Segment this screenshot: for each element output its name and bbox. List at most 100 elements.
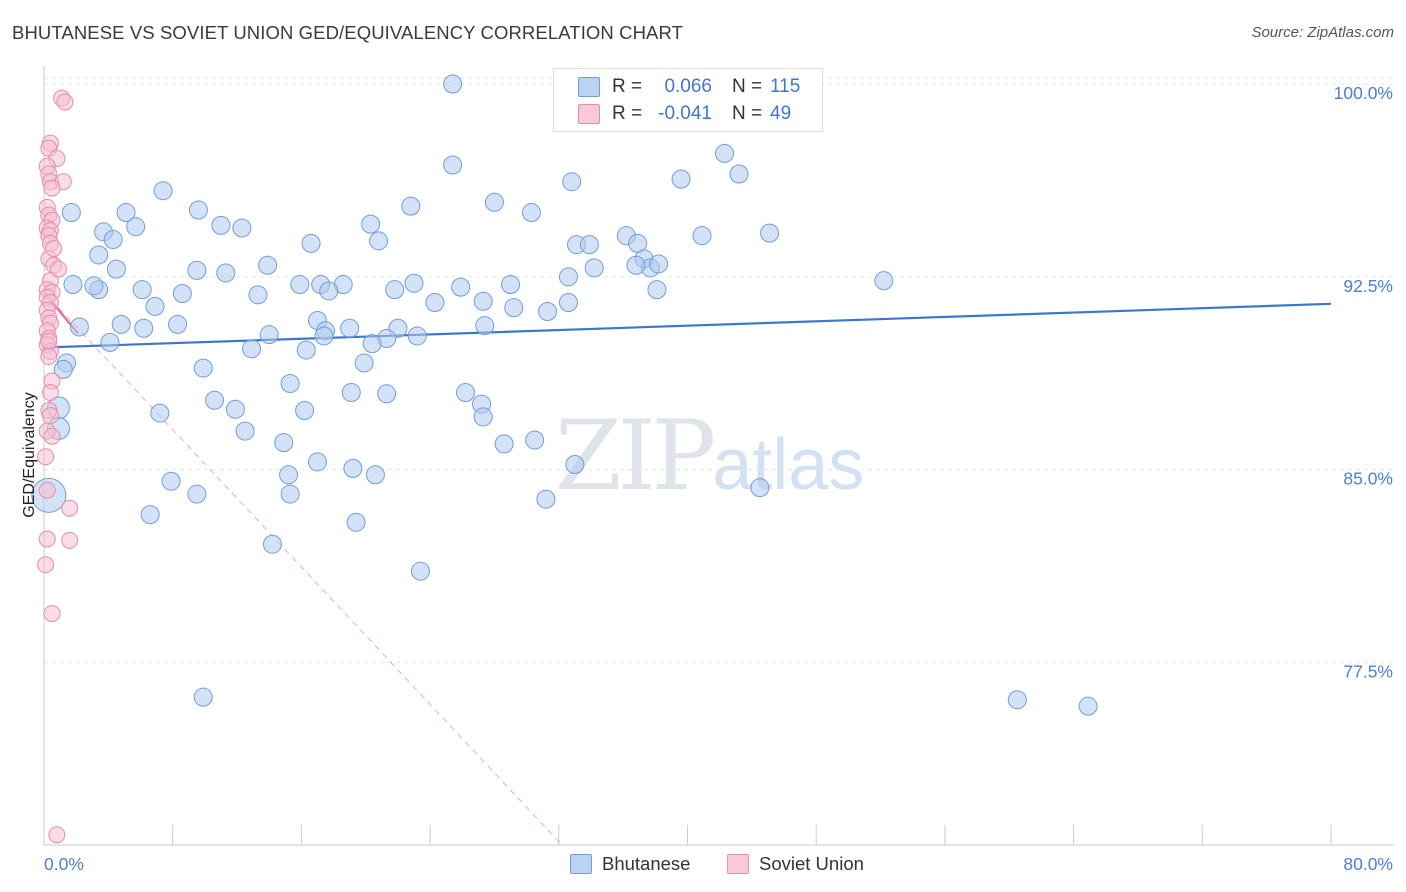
point-bhutanese: [100, 332, 120, 352]
point-bhutanese: [140, 505, 160, 525]
bottom-legend-label-soviet-union: Soviet Union: [759, 853, 864, 874]
legend-n-value: 115: [770, 76, 801, 97]
point-bhutanese: [340, 318, 360, 338]
chart-title: BHUTANESE VS SOVIET UNION GED/EQUIVALENC…: [12, 22, 684, 43]
point-bhutanese: [473, 407, 493, 427]
point-bhutanese: [425, 293, 445, 313]
legend-row-bhutanese: R = 0.066 N = 115: [578, 75, 800, 99]
point-bhutanese: [715, 143, 735, 163]
legend-n-label: N =: [732, 103, 763, 124]
point-soviet-union: [61, 531, 79, 549]
y-tick-label: 77.5%: [1343, 661, 1393, 681]
point-bhutanese: [525, 430, 545, 450]
legend-swatch-bhutanese: [578, 77, 600, 97]
point-bhutanese: [377, 384, 397, 404]
legend-r-label: R =: [612, 76, 643, 97]
point-bhutanese: [649, 254, 669, 274]
point-bhutanese: [235, 421, 255, 441]
point-bhutanese: [225, 399, 245, 419]
point-bhutanese: [346, 512, 366, 532]
point-bhutanese: [584, 258, 604, 278]
point-bhutanese: [410, 561, 430, 581]
point-bhutanese: [232, 218, 252, 238]
grid-lines: [44, 77, 1394, 663]
point-bhutanese: [1078, 696, 1098, 716]
point-bhutanese: [362, 334, 382, 354]
point-bhutanese: [106, 259, 126, 279]
point-bhutanese: [341, 383, 361, 403]
point-soviet-union: [40, 332, 58, 350]
point-bhutanese: [301, 233, 321, 253]
point-bhutanese: [354, 353, 374, 373]
point-bhutanese: [205, 390, 225, 410]
point-soviet-union: [56, 93, 74, 111]
point-bhutanese: [404, 273, 424, 293]
point-bhutanese: [558, 293, 578, 313]
point-bhutanese: [61, 203, 81, 223]
axis-labels: 77.5% 85.0% 92.5% 100.0% 0.0% 80.0% GED/Equiva…: [21, 83, 1393, 874]
point-bhutanese: [187, 484, 207, 504]
y-tick-label: 92.5%: [1343, 276, 1393, 296]
point-bhutanese: [874, 271, 894, 291]
point-bhutanese: [307, 452, 327, 472]
point-bhutanese: [451, 277, 471, 297]
point-soviet-union: [41, 407, 59, 425]
point-bhutanese: [134, 318, 154, 338]
point-bhutanese: [521, 203, 541, 223]
point-bhutanese: [504, 298, 524, 318]
point-bhutanese: [365, 465, 385, 485]
point-soviet-union: [61, 499, 79, 517]
point-bhutanese: [172, 284, 192, 304]
point-bhutanese: [565, 454, 585, 474]
point-bhutanese: [187, 260, 207, 280]
trend-line-bhutanese: [43, 302, 1332, 349]
point-bhutanese: [1007, 690, 1027, 710]
point-bhutanese: [536, 489, 556, 509]
point-bhutanese: [361, 214, 381, 234]
bottom-legend-label-bhutanese: Bhutanese: [602, 853, 691, 874]
point-soviet-union: [48, 826, 66, 844]
axes: [43, 66, 1394, 846]
point-bhutanese: [161, 471, 181, 491]
point-soviet-union: [37, 556, 55, 574]
point-bhutanese: [242, 339, 262, 359]
point-bhutanese: [168, 314, 188, 334]
y-axis-label: GED/Equivalency: [21, 392, 38, 517]
point-bhutanese: [279, 465, 299, 485]
point-bhutanese: [53, 359, 73, 379]
point-bhutanese: [248, 285, 268, 305]
source-note: Source: ZipAtlas.com: [1251, 24, 1394, 41]
point-bhutanese: [216, 263, 236, 283]
y-tick-label: 100.0%: [1334, 83, 1393, 103]
point-bhutanese: [647, 280, 667, 300]
point-bhutanese: [259, 325, 279, 345]
point-bhutanese: [692, 226, 712, 246]
bottom-legend-swatch-bhutanese: [570, 854, 592, 874]
legend-r-value: -0.041: [658, 103, 712, 124]
point-bhutanese: [274, 433, 294, 453]
point-bhutanese: [750, 478, 770, 498]
watermark-atlas: atlas: [712, 425, 865, 505]
point-bhutanese: [84, 276, 104, 296]
point-bhutanese: [538, 302, 558, 322]
point-bhutanese: [473, 291, 493, 311]
bottom-legend-bhutanese: Bhutanese: [570, 852, 690, 876]
point-bhutanese: [760, 223, 780, 243]
point-bhutanese: [111, 314, 131, 334]
point-soviet-union: [45, 240, 63, 258]
point-soviet-union: [38, 481, 56, 499]
point-bhutanese: [116, 203, 136, 223]
watermark-zip: ZIP: [555, 400, 716, 512]
point-bhutanese: [385, 280, 405, 300]
point-bhutanese: [501, 275, 521, 295]
point-bhutanese: [407, 326, 427, 346]
point-bhutanese: [211, 215, 231, 235]
data-points: [31, 74, 1098, 844]
x-tick-label: 80.0%: [1343, 854, 1393, 874]
legend-n-value: 49: [770, 103, 792, 124]
point-soviet-union: [38, 530, 56, 548]
y-tick-label: 85.0%: [1343, 469, 1393, 489]
point-bhutanese: [193, 687, 213, 707]
legend-swatch-soviet-union: [578, 104, 600, 124]
